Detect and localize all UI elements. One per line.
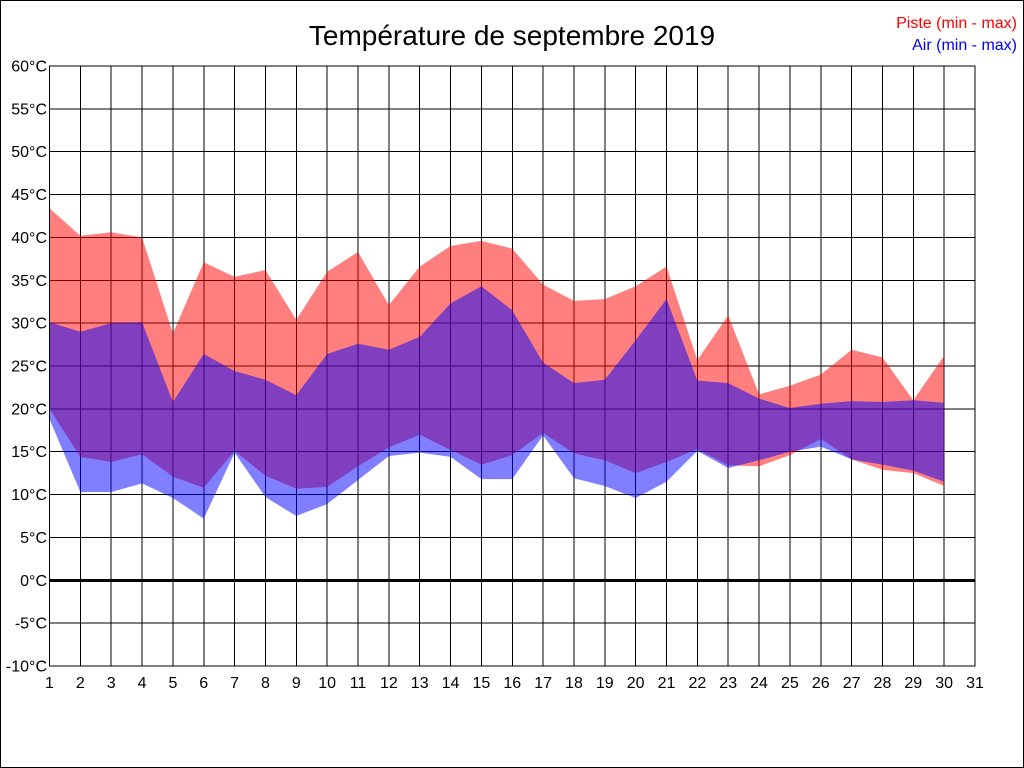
y-tick-label: 15°C <box>11 444 47 461</box>
x-tick-label: 16 <box>503 675 521 692</box>
x-tick-label: 19 <box>596 675 614 692</box>
x-tick-label: 4 <box>138 675 147 692</box>
x-tick-label: 1 <box>45 675 54 692</box>
x-axis-labels: 1 2 3 4 5 6 7 8 9 10 11 12 13 14 15 16 17 18 19 20 21 22 23 24 2… <box>45 675 984 692</box>
x-tick-label: 20 <box>627 675 645 692</box>
y-tick-label: 55°C <box>11 101 47 118</box>
x-tick-label: 8 <box>261 675 270 692</box>
y-tick-label: 60°C <box>11 59 47 76</box>
x-tick-label: 28 <box>874 675 892 692</box>
band-areas <box>49 208 945 519</box>
x-tick-label: 17 <box>534 675 552 692</box>
x-tick-label: 14 <box>442 675 460 692</box>
y-tick-label: 30°C <box>11 316 47 333</box>
air-band-area <box>49 286 945 519</box>
legend-entry-piste: Piste (min - max) <box>896 15 1017 32</box>
y-tick-label: 25°C <box>11 359 47 376</box>
x-tick-label: 13 <box>411 675 429 692</box>
legend: Piste (min - max) Air (min - max) <box>896 13 1017 57</box>
y-tick-label: -5°C <box>15 616 47 633</box>
y-tick-label: 10°C <box>11 487 47 504</box>
y-tick-label: 0°C <box>20 573 47 590</box>
x-tick-label: 11 <box>350 675 367 692</box>
x-tick-label: 26 <box>812 675 830 692</box>
x-tick-label: 22 <box>688 675 706 692</box>
x-tick-label: 9 <box>292 675 301 692</box>
plot-border-group <box>49 65 976 667</box>
chart-title: Température de septembre 2019 <box>308 20 716 51</box>
x-tick-label: 12 <box>380 675 398 692</box>
y-tick-label: 20°C <box>11 401 47 418</box>
y-tick-label: 35°C <box>11 273 47 290</box>
x-tick-label: 18 <box>565 675 583 692</box>
x-tick-label: 2 <box>76 675 85 692</box>
x-tick-label: 23 <box>719 675 737 692</box>
x-tick-label: 7 <box>230 675 239 692</box>
x-tick-label: 30 <box>935 675 953 692</box>
x-tick-label: 25 <box>781 675 799 692</box>
y-tick-label: 40°C <box>11 230 47 247</box>
y-axis-labels: 60°C 55°C 50°C 45°C 40°C 35°C 30°C 25°C 20°C 15°C… <box>6 59 47 676</box>
legend-entry-air: Air (min - max) <box>912 37 1017 54</box>
y-tick-label: -10°C <box>6 659 47 676</box>
x-tick-label: 15 <box>473 675 491 692</box>
x-tick-label: 31 <box>966 675 984 692</box>
plot-border <box>49 65 976 667</box>
x-tick-label: 27 <box>843 675 861 692</box>
x-tick-label: 6 <box>199 675 208 692</box>
x-tick-label: 10 <box>318 675 336 692</box>
x-tick-label: 3 <box>107 675 116 692</box>
y-tick-label: 5°C <box>20 530 47 547</box>
x-tick-label: 29 <box>904 675 922 692</box>
y-tick-label: 50°C <box>11 144 47 161</box>
x-tick-label: 5 <box>168 675 177 692</box>
y-tick-label: 45°C <box>11 187 47 204</box>
x-tick-label: 21 <box>658 675 676 692</box>
x-tick-label: 24 <box>750 675 768 692</box>
